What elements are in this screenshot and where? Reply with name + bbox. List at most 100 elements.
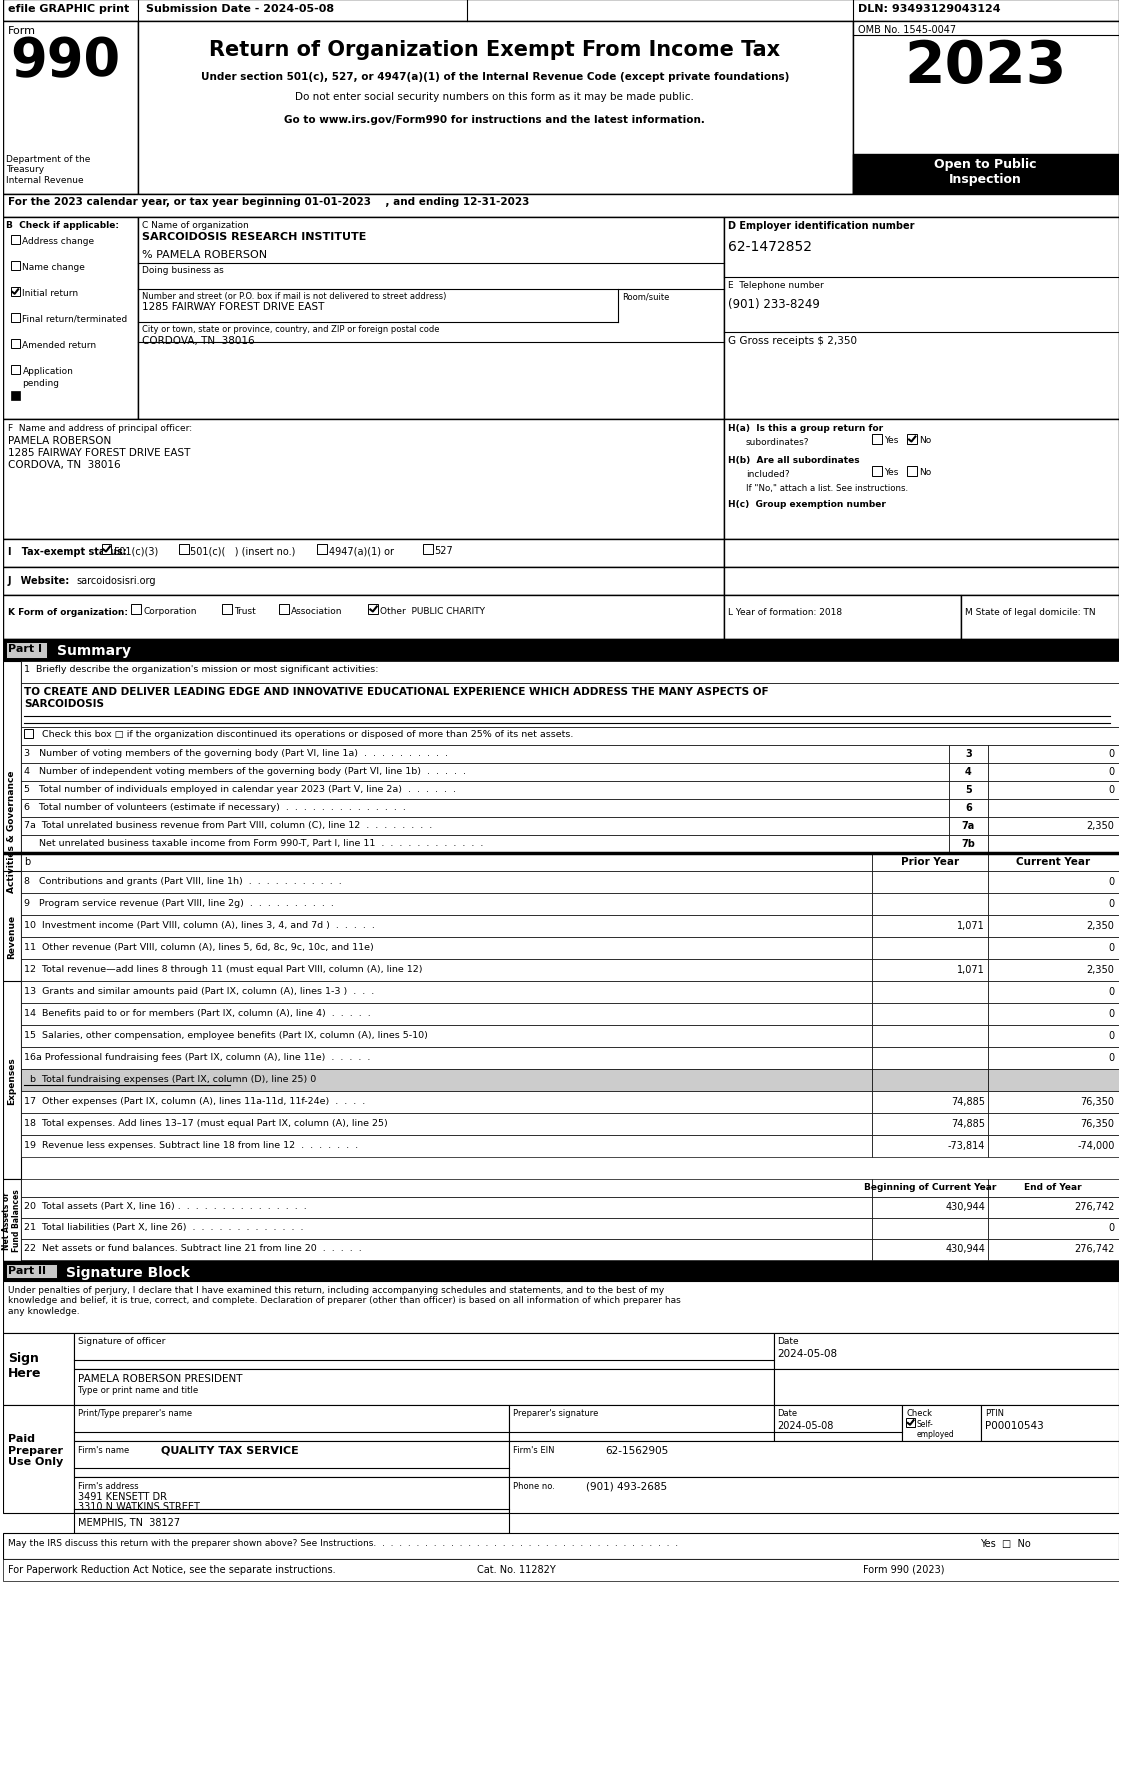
Text: 276,742: 276,742 [1074, 1244, 1114, 1253]
Text: b: b [25, 857, 30, 866]
Bar [988, 982, 1119, 1003]
Bar [422, 545, 432, 554]
Text: included?: included? [746, 470, 789, 479]
Bar [20, 661, 1119, 684]
Bar [873, 1048, 988, 1069]
Text: 1285 FAIRWAY FOREST DRIVE EAST: 1285 FAIRWAY FOREST DRIVE EAST [142, 301, 324, 312]
Text: H(b)  Are all subordinates: H(b) Are all subordinates [728, 456, 860, 465]
Text: 0: 0 [1109, 748, 1114, 759]
Text: 4: 4 [965, 766, 972, 777]
Text: Association: Association [291, 606, 343, 615]
Text: 17  Other expenses (Part IX, column (A), lines 11a-11d, 11f-24e)  .  .  .  .: 17 Other expenses (Part IX, column (A), … [25, 1096, 366, 1105]
Text: Net unrelated business taxable income from Form 990-T, Part I, line 11  .  .  . : Net unrelated business taxable income fr… [25, 839, 484, 848]
Text: 74,885: 74,885 [951, 1096, 986, 1107]
Bar [873, 1238, 988, 1260]
Text: 62-1472852: 62-1472852 [728, 241, 812, 253]
Text: subordinates?: subordinates? [746, 438, 809, 447]
Bar [20, 1025, 873, 1048]
Text: 10  Investment income (Part VIII, column (A), lines 3, 4, and 7d )  .  .  .  .  : 10 Investment income (Part VIII, column … [25, 921, 375, 930]
Bar [178, 545, 189, 554]
Bar [20, 959, 873, 982]
Bar [988, 871, 1119, 893]
Bar [988, 1180, 1119, 1198]
Bar [10, 365, 19, 374]
Bar [73, 1442, 509, 1477]
Text: I   Tax-exempt status:: I Tax-exempt status: [8, 547, 126, 556]
Bar [873, 1219, 988, 1238]
Text: No: No [919, 437, 931, 446]
Text: Phone no.: Phone no. [513, 1481, 554, 1490]
Text: 2,350: 2,350 [1087, 964, 1114, 975]
Text: Preparer's signature: Preparer's signature [513, 1408, 598, 1417]
Bar [73, 1406, 509, 1442]
Text: pending: pending [23, 380, 60, 388]
Bar [20, 745, 948, 763]
Text: Amended return: Amended return [23, 340, 97, 349]
Text: 990: 990 [10, 36, 121, 87]
Bar [2, 595, 724, 640]
Text: 0: 0 [1109, 943, 1114, 952]
Bar [2, 217, 138, 421]
Text: Name change: Name change [23, 264, 86, 273]
Text: TO CREATE AND DELIVER LEADING EDGE AND INNOVATIVE EDUCATIONAL EXPERIENCE WHICH A: TO CREATE AND DELIVER LEADING EDGE AND I… [25, 686, 769, 697]
Bar [988, 959, 1119, 982]
Text: -73,814: -73,814 [947, 1140, 986, 1151]
Text: Go to www.irs.gov/Form990 for instructions and the latest information.: Go to www.irs.gov/Form990 for instructio… [285, 114, 706, 125]
Bar [10, 235, 19, 244]
Bar [948, 800, 988, 818]
Bar [948, 836, 988, 854]
Bar [948, 763, 988, 782]
Bar [988, 745, 1119, 763]
Bar [20, 937, 873, 959]
Bar [905, 1418, 914, 1427]
Bar [10, 289, 19, 298]
Bar [20, 893, 873, 916]
Bar [773, 1369, 1119, 1406]
Bar [20, 782, 948, 800]
Bar [988, 1114, 1119, 1135]
Text: 15  Salaries, other compensation, employee benefits (Part IX, column (A), lines : 15 Salaries, other compensation, employe… [25, 1030, 428, 1039]
Bar [509, 1442, 1119, 1477]
Text: 5   Total number of individuals employed in calendar year 2023 (Part V, line 2a): 5 Total number of individuals employed i… [25, 784, 456, 793]
Text: Yes: Yes [884, 467, 899, 478]
Bar [2, 194, 1119, 217]
Bar [20, 1069, 873, 1091]
Bar [20, 836, 948, 854]
Bar [317, 545, 327, 554]
Bar [988, 1135, 1119, 1157]
Bar [988, 1238, 1119, 1260]
Text: Revenue: Revenue [7, 914, 16, 959]
Bar [988, 836, 1119, 854]
Bar [73, 1513, 509, 1533]
Bar [724, 421, 1119, 540]
Text: 0: 0 [1109, 987, 1114, 996]
Bar [20, 1180, 873, 1198]
Text: 3: 3 [965, 748, 972, 759]
Bar [873, 893, 988, 916]
Text: Paid
Preparer
Use Only: Paid Preparer Use Only [8, 1433, 63, 1467]
Bar [948, 818, 988, 836]
Text: 14  Benefits paid to or for members (Part IX, column (A), line 4)  .  .  .  .  .: 14 Benefits paid to or for members (Part… [25, 1009, 371, 1018]
Bar [20, 763, 948, 782]
Bar [2, 1262, 1119, 1281]
Bar [2, 1281, 1119, 1333]
Text: B  Check if applicable:: B Check if applicable: [6, 221, 119, 230]
Text: 501(c)(3): 501(c)(3) [113, 545, 159, 556]
Text: Sign
Here: Sign Here [8, 1351, 41, 1379]
Text: Other  PUBLIC CHARITY: Other PUBLIC CHARITY [380, 606, 485, 615]
Bar [873, 1091, 988, 1114]
Text: Address change: Address change [23, 237, 95, 246]
Text: PAMELA ROBERSON PRESIDENT: PAMELA ROBERSON PRESIDENT [78, 1374, 243, 1383]
Bar [2, 21, 138, 194]
Text: Under section 501(c), 527, or 4947(a)(1) of the Internal Revenue Code (except pr: Under section 501(c), 527, or 4947(a)(1)… [201, 71, 789, 82]
Text: F  Name and address of principal officer:: F Name and address of principal officer: [8, 424, 192, 433]
Text: 8   Contributions and grants (Part VIII, line 1h)  .  .  .  .  .  .  .  .  .  . : 8 Contributions and grants (Part VIII, l… [25, 877, 342, 886]
Text: Check this box □ if the organization discontinued its operations or disposed of : Check this box □ if the organization dis… [36, 729, 574, 738]
Text: 1  Briefly describe the organization's mission or most significant activities:: 1 Briefly describe the organization's mi… [25, 665, 379, 674]
Bar [2, 568, 724, 595]
Bar [2, 1333, 73, 1406]
Bar [2, 1406, 73, 1513]
Bar [988, 1198, 1119, 1219]
Text: G Gross receipts $ 2,350: G Gross receipts $ 2,350 [728, 335, 857, 346]
Text: CORDOVA, TN  38016: CORDOVA, TN 38016 [8, 460, 121, 470]
